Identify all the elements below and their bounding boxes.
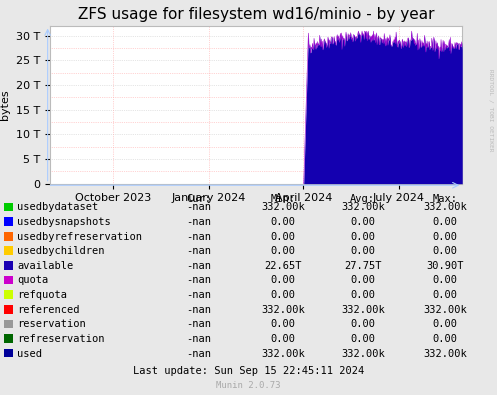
Text: RRDTOOL / TOBI OETIKER: RRDTOOL / TOBI OETIKER — [488, 70, 493, 152]
Text: -nan: -nan — [186, 319, 211, 329]
Text: 0.00: 0.00 — [350, 246, 375, 256]
Text: -nan: -nan — [186, 261, 211, 271]
Text: 0.00: 0.00 — [432, 334, 457, 344]
Text: 0.00: 0.00 — [432, 319, 457, 329]
Text: 0.00: 0.00 — [350, 231, 375, 242]
Text: Cur:: Cur: — [186, 194, 211, 204]
Text: Munin 2.0.73: Munin 2.0.73 — [216, 381, 281, 390]
Text: 332.00k: 332.00k — [261, 202, 305, 213]
Text: -nan: -nan — [186, 334, 211, 344]
Text: -nan: -nan — [186, 202, 211, 213]
Text: usedbychildren: usedbychildren — [17, 246, 105, 256]
Text: 0.00: 0.00 — [350, 319, 375, 329]
Text: 0.00: 0.00 — [271, 290, 296, 300]
Text: 22.65T: 22.65T — [264, 261, 302, 271]
Text: 0.00: 0.00 — [432, 246, 457, 256]
Text: 332.00k: 332.00k — [261, 305, 305, 315]
Text: quota: quota — [17, 275, 49, 286]
Text: 0.00: 0.00 — [271, 334, 296, 344]
Text: refquota: refquota — [17, 290, 68, 300]
Text: 332.00k: 332.00k — [341, 305, 385, 315]
Text: 0.00: 0.00 — [350, 275, 375, 286]
Text: 332.00k: 332.00k — [423, 348, 467, 359]
Text: 0.00: 0.00 — [350, 217, 375, 227]
Text: 0.00: 0.00 — [432, 231, 457, 242]
Text: 0.00: 0.00 — [271, 275, 296, 286]
Text: -nan: -nan — [186, 217, 211, 227]
Text: 0.00: 0.00 — [432, 290, 457, 300]
Text: -nan: -nan — [186, 305, 211, 315]
Text: Max:: Max: — [432, 194, 457, 204]
Text: 0.00: 0.00 — [432, 217, 457, 227]
Text: 30.90T: 30.90T — [426, 261, 464, 271]
Text: 0.00: 0.00 — [350, 334, 375, 344]
Text: 0.00: 0.00 — [350, 290, 375, 300]
Text: -nan: -nan — [186, 231, 211, 242]
Text: usedbyrefreservation: usedbyrefreservation — [17, 231, 143, 242]
Text: 0.00: 0.00 — [432, 275, 457, 286]
Text: usedbydataset: usedbydataset — [17, 202, 98, 213]
Text: 332.00k: 332.00k — [423, 305, 467, 315]
Text: Avg:: Avg: — [350, 194, 375, 204]
Text: 332.00k: 332.00k — [341, 202, 385, 213]
Text: used: used — [17, 348, 42, 359]
Text: 332.00k: 332.00k — [261, 348, 305, 359]
Text: Last update: Sun Sep 15 22:45:11 2024: Last update: Sun Sep 15 22:45:11 2024 — [133, 366, 364, 376]
Text: refreservation: refreservation — [17, 334, 105, 344]
Text: reservation: reservation — [17, 319, 86, 329]
Text: 0.00: 0.00 — [271, 246, 296, 256]
Text: 0.00: 0.00 — [271, 231, 296, 242]
Text: 332.00k: 332.00k — [341, 348, 385, 359]
Text: -nan: -nan — [186, 246, 211, 256]
Text: 332.00k: 332.00k — [423, 202, 467, 213]
Text: referenced: referenced — [17, 305, 80, 315]
Text: 0.00: 0.00 — [271, 319, 296, 329]
Text: Min:: Min: — [271, 194, 296, 204]
Text: -nan: -nan — [186, 290, 211, 300]
Text: 0.00: 0.00 — [271, 217, 296, 227]
Text: -nan: -nan — [186, 275, 211, 286]
Text: -nan: -nan — [186, 348, 211, 359]
Text: 27.75T: 27.75T — [344, 261, 382, 271]
Text: usedbysnapshots: usedbysnapshots — [17, 217, 111, 227]
Text: available: available — [17, 261, 74, 271]
Title: ZFS usage for filesystem wd16/minio - by year: ZFS usage for filesystem wd16/minio - by… — [78, 7, 434, 22]
Y-axis label: bytes: bytes — [0, 89, 10, 120]
